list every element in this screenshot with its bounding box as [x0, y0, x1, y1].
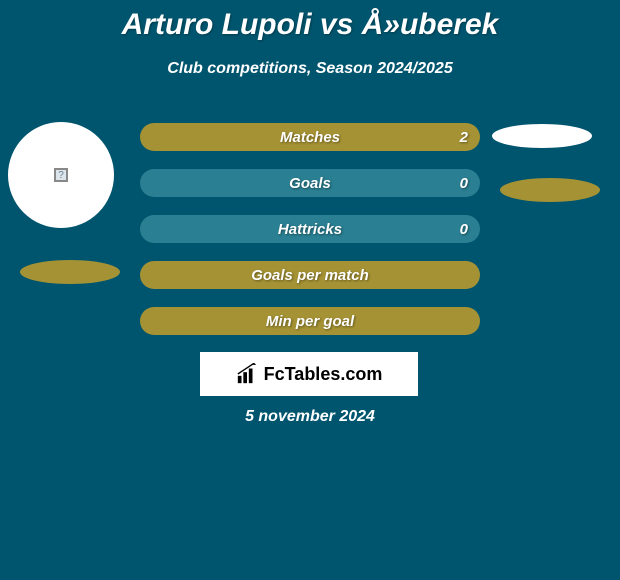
stat-label: Goals per match	[251, 267, 369, 284]
stat-label: Min per goal	[266, 313, 354, 330]
stat-label: Goals	[289, 175, 331, 192]
page-subtitle: Club competitions, Season 2024/2025	[0, 60, 620, 78]
stat-label: Matches	[280, 129, 340, 146]
branding-badge: FcTables.com	[200, 352, 418, 396]
stat-row-matches: Matches 2	[140, 123, 480, 151]
chart-icon	[236, 363, 258, 385]
shadow-ellipse-right-bottom	[500, 178, 600, 202]
stat-row-min-per-goal: Min per goal	[140, 307, 480, 335]
branding-text: FcTables.com	[264, 364, 383, 385]
page-title: Arturo Lupoli vs Å»uberek	[0, 0, 620, 42]
stat-value: 0	[460, 221, 468, 238]
stat-row-goals: Goals 0	[140, 169, 480, 197]
avatar-placeholder-icon: ?	[54, 168, 68, 182]
stat-row-goals-per-match: Goals per match	[140, 261, 480, 289]
shadow-ellipse-left	[20, 260, 120, 284]
stat-value: 2	[460, 129, 468, 146]
stat-label: Hattricks	[278, 221, 342, 238]
player-avatar-left: ?	[8, 122, 114, 228]
stat-row-hattricks: Hattricks 0	[140, 215, 480, 243]
stat-value: 0	[460, 175, 468, 192]
date-text: 5 november 2024	[0, 408, 620, 426]
shadow-ellipse-right-top	[492, 124, 592, 148]
stats-container: Matches 2 Goals 0 Hattricks 0 Goals per …	[140, 123, 480, 353]
